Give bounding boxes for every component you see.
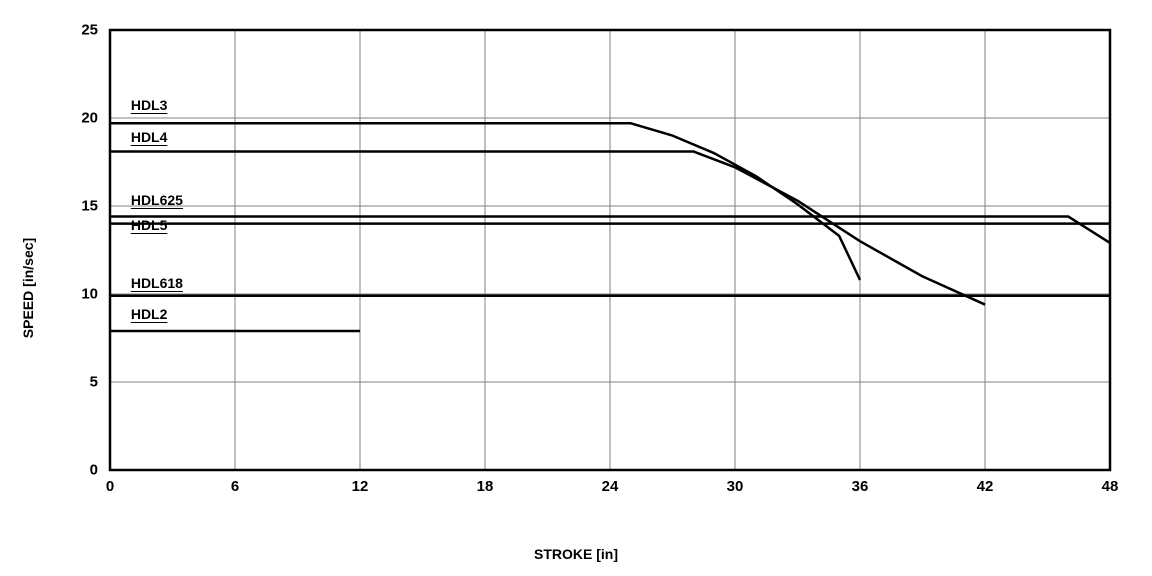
series-labels: HDL3 HDL4 HDL625 HDL5 HDL618 HDL2 — [0, 0, 1152, 576]
series-label-hdl3: HDL3 — [131, 97, 168, 113]
series-label-hdl618: HDL618 — [131, 275, 183, 291]
series-label-hdl625: HDL625 — [131, 192, 183, 208]
speed-stroke-chart: SPEED [in/sec] STROKE [in] 0612182430364… — [0, 0, 1152, 576]
series-label-hdl4: HDL4 — [131, 129, 168, 145]
series-label-hdl2: HDL2 — [131, 306, 168, 322]
series-label-hdl5: HDL5 — [131, 217, 168, 233]
